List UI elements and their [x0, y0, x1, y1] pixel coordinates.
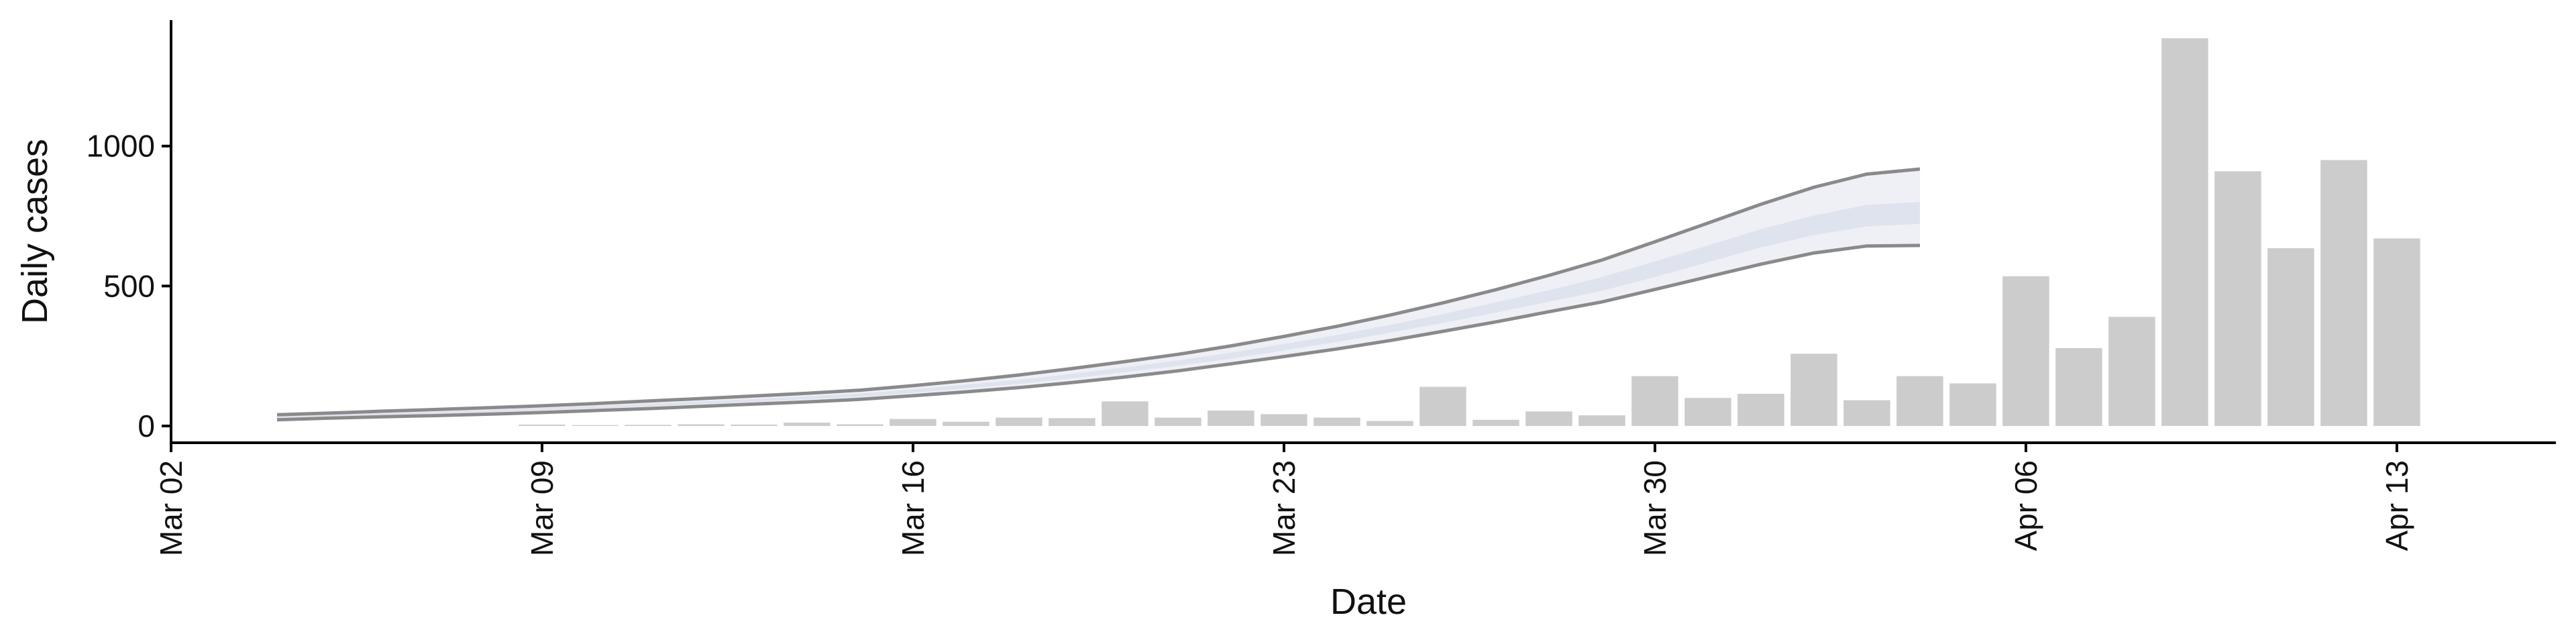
y-tick-label: 0	[138, 409, 155, 443]
bar-2020-03-22	[1208, 411, 1254, 426]
nowcast-layer	[276, 167, 1921, 422]
bar-2020-03-30	[1631, 376, 1678, 426]
bar-2020-03-10	[572, 425, 619, 426]
bar-2020-03-16	[890, 419, 936, 426]
bar-2020-03-09	[519, 424, 566, 426]
y-axis-title: Daily cases	[15, 139, 55, 324]
bar-2020-03-25	[1366, 421, 1413, 426]
bar-2020-03-15	[837, 424, 883, 426]
bar-2020-03-31	[1684, 398, 1731, 426]
bar-2020-03-17	[943, 421, 989, 426]
nowcast-outer-band	[277, 169, 1920, 420]
bar-2020-04-09	[2161, 38, 2208, 426]
bar-2020-04-03	[1843, 400, 1890, 426]
y-tick-label: 500	[103, 268, 155, 303]
x-axis-title: Date	[1330, 582, 1407, 622]
x-tick-label: Apr 06	[2008, 460, 2043, 551]
x-tick-label: Apr 13	[2379, 460, 2414, 551]
bar-2020-04-04	[1896, 376, 1943, 426]
x-tick-label: Mar 09	[525, 460, 559, 556]
x-tick-label: Mar 30	[1638, 460, 1672, 556]
bar-2020-03-20	[1102, 401, 1148, 426]
bar-2020-03-19	[1049, 418, 1095, 426]
y-tick-label: 1000	[87, 129, 155, 164]
bar-2020-04-01	[1737, 394, 1784, 426]
bar-2020-04-08	[2108, 317, 2155, 426]
bar-2020-04-05	[1949, 383, 1996, 426]
x-tick-label: Mar 23	[1267, 460, 1301, 556]
x-tick-label: Mar 02	[154, 460, 189, 556]
bar-2020-04-02	[1790, 354, 1837, 426]
bar-2020-04-06	[2002, 276, 2049, 426]
bar-2020-03-27	[1472, 419, 1519, 426]
bar-2020-03-24	[1313, 417, 1360, 426]
bar-2020-04-10	[2214, 171, 2261, 427]
bar-2020-03-14	[784, 423, 830, 426]
bar-2020-03-12	[678, 424, 724, 426]
bar-2020-03-23	[1260, 414, 1307, 426]
bar-2020-04-11	[2267, 248, 2314, 426]
bar-2020-03-28	[1525, 411, 1572, 426]
nowcast-inner-band	[277, 202, 1920, 419]
bar-2020-03-18	[996, 417, 1042, 426]
nowcast-lower-line	[276, 244, 1921, 422]
bar-2020-04-07	[2055, 348, 2102, 426]
bar-2020-03-26	[1419, 386, 1466, 426]
bar-2020-03-13	[731, 424, 777, 426]
x-tick-label: Mar 16	[896, 460, 930, 556]
bar-2020-03-29	[1578, 415, 1625, 426]
bars-layer	[519, 38, 2420, 427]
axes-layer: 0 500 1000 Mar 02 Mar 09 Mar 16 Mar 23 Mar 30 Ap…	[87, 20, 2556, 556]
bar-2020-03-11	[625, 425, 672, 426]
nowcast-upper-line	[276, 167, 1921, 417]
bar-2020-03-21	[1155, 417, 1201, 426]
bar-2020-04-13	[2373, 238, 2420, 426]
bar-2020-04-12	[2320, 160, 2367, 426]
